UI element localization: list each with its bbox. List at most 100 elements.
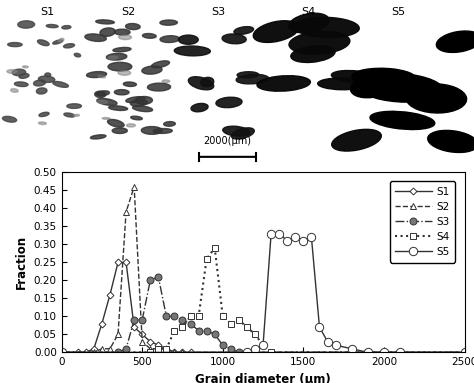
S4 xyxy=(147,350,153,355)
Legend: S1, S2, S3, S4, S5: S1, S2, S3, S4, S5 xyxy=(390,181,456,262)
S1 xyxy=(155,343,161,347)
S5 xyxy=(301,239,306,243)
S3 xyxy=(115,350,121,355)
S1 xyxy=(180,350,185,355)
Ellipse shape xyxy=(23,66,28,68)
Ellipse shape xyxy=(131,116,142,120)
Ellipse shape xyxy=(201,77,214,87)
S3 xyxy=(131,318,137,322)
S4 xyxy=(212,246,218,250)
Ellipse shape xyxy=(19,74,29,79)
Ellipse shape xyxy=(223,126,250,136)
S3 xyxy=(155,275,161,279)
S3 xyxy=(59,350,64,355)
S5 xyxy=(333,343,338,347)
S1 xyxy=(462,350,467,355)
Ellipse shape xyxy=(234,27,254,34)
Ellipse shape xyxy=(164,122,175,126)
Ellipse shape xyxy=(109,106,128,110)
Ellipse shape xyxy=(45,73,51,77)
Ellipse shape xyxy=(428,130,474,152)
S1 xyxy=(188,350,193,355)
Ellipse shape xyxy=(108,62,132,71)
S1 xyxy=(75,350,81,355)
S1 xyxy=(83,350,89,355)
S4 xyxy=(252,332,258,337)
S1 xyxy=(91,347,97,351)
Ellipse shape xyxy=(253,21,299,43)
S4 xyxy=(260,343,266,347)
Ellipse shape xyxy=(102,118,110,119)
Ellipse shape xyxy=(160,36,180,43)
S4 xyxy=(462,350,467,355)
Ellipse shape xyxy=(123,82,137,87)
Ellipse shape xyxy=(53,40,63,44)
Ellipse shape xyxy=(108,119,124,127)
S4 xyxy=(204,257,210,261)
S2 xyxy=(164,347,169,351)
S2 xyxy=(155,347,161,351)
S4 xyxy=(236,318,242,322)
Ellipse shape xyxy=(38,122,46,124)
Ellipse shape xyxy=(113,47,131,52)
Ellipse shape xyxy=(289,31,350,54)
Ellipse shape xyxy=(64,113,75,117)
Ellipse shape xyxy=(152,61,170,68)
Ellipse shape xyxy=(97,100,108,103)
Ellipse shape xyxy=(352,68,416,87)
Ellipse shape xyxy=(357,74,443,102)
Line: S3: S3 xyxy=(58,273,468,356)
Ellipse shape xyxy=(437,31,474,52)
S5 xyxy=(317,325,322,329)
S4 xyxy=(228,321,234,326)
S5 xyxy=(349,347,355,351)
S5 xyxy=(268,231,274,236)
S4 xyxy=(164,347,169,351)
Ellipse shape xyxy=(188,77,214,90)
Ellipse shape xyxy=(46,25,58,28)
Line: S2: S2 xyxy=(58,183,468,356)
Ellipse shape xyxy=(133,106,153,111)
Ellipse shape xyxy=(370,111,435,129)
S2 xyxy=(59,350,64,355)
Ellipse shape xyxy=(98,75,105,78)
Ellipse shape xyxy=(85,34,106,41)
Ellipse shape xyxy=(53,82,68,87)
S5 xyxy=(284,239,290,243)
Ellipse shape xyxy=(236,74,269,84)
S3 xyxy=(147,278,153,283)
Ellipse shape xyxy=(142,66,162,74)
S3 xyxy=(139,318,145,322)
S3 xyxy=(188,321,193,326)
Ellipse shape xyxy=(96,91,109,96)
Ellipse shape xyxy=(237,72,259,78)
S3 xyxy=(236,350,242,355)
Ellipse shape xyxy=(38,76,55,82)
Ellipse shape xyxy=(291,46,335,62)
Ellipse shape xyxy=(141,126,163,134)
S2 xyxy=(131,185,137,189)
Ellipse shape xyxy=(331,70,375,82)
S4 xyxy=(196,314,201,319)
Ellipse shape xyxy=(37,40,49,46)
Ellipse shape xyxy=(127,124,136,127)
Ellipse shape xyxy=(174,46,210,56)
S5 xyxy=(309,235,314,239)
Ellipse shape xyxy=(34,80,46,86)
Ellipse shape xyxy=(106,53,127,60)
Ellipse shape xyxy=(7,70,17,73)
S3 xyxy=(204,329,210,333)
S2 xyxy=(91,350,97,355)
S4 xyxy=(180,325,185,329)
Ellipse shape xyxy=(231,128,255,139)
Ellipse shape xyxy=(18,21,35,28)
Ellipse shape xyxy=(216,97,242,108)
S2 xyxy=(180,350,185,355)
Ellipse shape xyxy=(112,128,128,134)
S5 xyxy=(292,235,298,239)
Ellipse shape xyxy=(14,82,28,87)
S1 xyxy=(107,293,113,297)
S5 xyxy=(59,350,64,355)
Ellipse shape xyxy=(59,38,64,42)
Y-axis label: Fraction: Fraction xyxy=(15,235,28,290)
